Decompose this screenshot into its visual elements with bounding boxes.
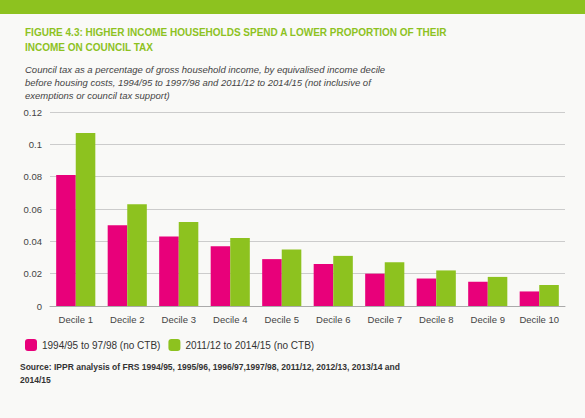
svg-text:0.06: 0.06 (24, 204, 43, 215)
svg-text:Council tax as a percentage of: Council tax as a percentage of gross hou… (25, 64, 385, 75)
svg-text:before housing costs, 1994/95: before housing costs, 1994/95 to 1997/98… (25, 77, 372, 88)
svg-text:Decile 8: Decile 8 (419, 314, 453, 325)
svg-text:Decile 1: Decile 1 (59, 314, 93, 325)
svg-text:Decile 7: Decile 7 (368, 314, 402, 325)
svg-text:0.08: 0.08 (24, 171, 43, 182)
svg-text:2014/15: 2014/15 (20, 375, 51, 385)
svg-text:0.1: 0.1 (29, 139, 42, 150)
svg-text:FIGURE 4.3: HIGHER INCOME HOUS: FIGURE 4.3: HIGHER INCOME HOUSEHOLDS SPE… (25, 27, 447, 38)
svg-text:0: 0 (37, 301, 42, 312)
svg-text:0.04: 0.04 (24, 236, 43, 247)
svg-text:Decile 10: Decile 10 (519, 314, 559, 325)
svg-text:0.12: 0.12 (24, 107, 43, 118)
svg-text:exemptions or council tax supp: exemptions or council tax support) (25, 90, 170, 101)
svg-text:1994/95 to 97/98 (no CTB): 1994/95 to 97/98 (no CTB) (42, 340, 160, 351)
svg-text:Decile 6: Decile 6 (316, 314, 350, 325)
svg-text:Decile 2: Decile 2 (110, 314, 144, 325)
svg-text:0.02: 0.02 (24, 268, 43, 279)
svg-text:Source: IPPR analysis of FRS 1: Source: IPPR analysis of FRS 1994/95, 19… (20, 362, 400, 372)
svg-text:Decile 3: Decile 3 (162, 314, 196, 325)
svg-text:Decile 5: Decile 5 (265, 314, 299, 325)
svg-text:2011/12 to 2014/15 (no CTB): 2011/12 to 2014/15 (no CTB) (185, 340, 314, 351)
svg-text:Decile 9: Decile 9 (471, 314, 505, 325)
svg-text:INCOME ON COUNCIL TAX: INCOME ON COUNCIL TAX (25, 42, 153, 53)
svg-text:Decile 4: Decile 4 (213, 314, 247, 325)
